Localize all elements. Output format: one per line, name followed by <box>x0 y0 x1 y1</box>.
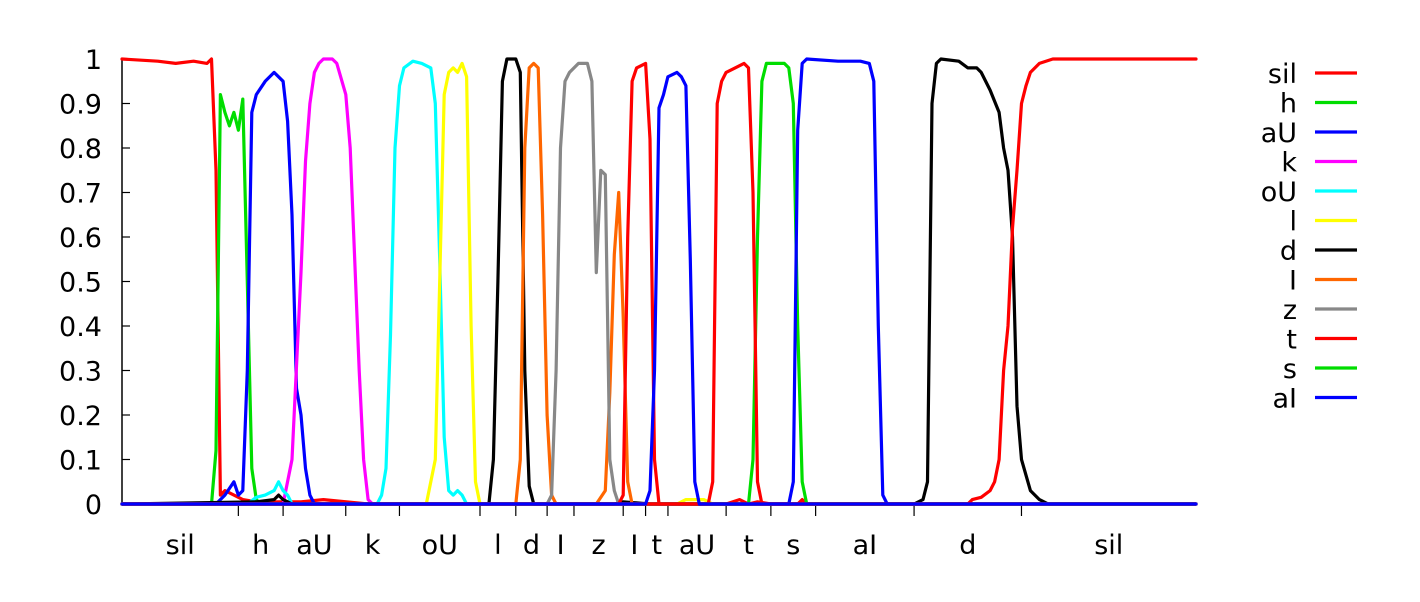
series-line-I <box>120 61 1198 506</box>
plot-series <box>120 57 1198 506</box>
phoneme-segment-label: d <box>959 530 976 561</box>
legend-label: sil <box>1268 59 1297 90</box>
legend-label: l <box>1289 207 1297 238</box>
legend-label: k <box>1281 148 1297 179</box>
y-tick-label: 0.5 <box>59 268 102 299</box>
y-tick-label: 0.1 <box>59 446 102 477</box>
series-line-h <box>120 93 1198 506</box>
legend-label: t <box>1286 325 1297 356</box>
series-line-oU <box>120 59 1198 506</box>
phoneme-segment-label: sil <box>166 530 195 561</box>
phoneme-segment-label: l <box>494 530 502 561</box>
phoneme-segment-label: I <box>557 530 565 561</box>
y-tick-label: 0.4 <box>59 312 102 343</box>
series-line-s <box>120 61 1198 506</box>
series-line-z <box>120 61 1198 506</box>
series-line-aI <box>120 57 1198 506</box>
series-line-l <box>120 61 1198 506</box>
phoneme-segment-label: z <box>591 530 605 561</box>
legend-label: d <box>1280 236 1297 267</box>
phoneme-segment-label: oU <box>422 530 458 561</box>
legend-label: oU <box>1261 177 1297 208</box>
phoneme-segment-label: aU <box>296 530 332 561</box>
phoneme-segment-label: s <box>786 530 800 561</box>
series-line-t_aU <box>120 61 1198 506</box>
series-line-k <box>120 57 1198 506</box>
y-tick-label: 0 <box>85 490 102 521</box>
series-line-aU <box>120 70 1198 506</box>
phoneme-segment-label: t <box>743 530 754 561</box>
phoneme-segment-label: aU <box>679 530 715 561</box>
phoneme-segment-label: sil <box>1094 530 1123 561</box>
phoneme-segment-label: aI <box>853 530 878 561</box>
y-tick-label: 0.3 <box>59 357 102 388</box>
phoneme-segment-label: h <box>252 530 269 561</box>
legend-label: I <box>1289 266 1297 297</box>
y-tick-label: 0.8 <box>59 134 102 165</box>
y-tick-label: 0.2 <box>59 401 102 432</box>
phoneme-segment-label: I <box>630 530 638 561</box>
y-tick-label: 0.7 <box>59 179 102 210</box>
legend-label: s <box>1283 354 1297 385</box>
y-axis: 0 0.1 0.2 0.3 0.4 0.5 0.6 0.7 0.8 0.9 1 <box>59 45 130 521</box>
phoneme-segment-label: d <box>523 530 540 561</box>
legend-label: z <box>1283 295 1297 326</box>
y-tick-label: 1 <box>85 45 102 76</box>
series-line-d <box>120 57 1198 506</box>
legend-label: h <box>1280 89 1297 120</box>
y-tick-label: 0.6 <box>59 223 102 254</box>
phoneme-segment-label: t <box>651 530 662 561</box>
phoneme-segment-label: k <box>365 530 381 561</box>
series-line-sil_end <box>120 57 1198 506</box>
series-line-aU2 <box>120 70 1198 506</box>
y-tick-label: 0.9 <box>59 90 102 121</box>
legend-label: aU <box>1261 118 1297 149</box>
legend-label: aI <box>1272 384 1297 415</box>
